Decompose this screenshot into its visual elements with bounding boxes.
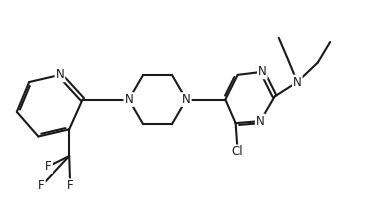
Text: F: F xyxy=(45,160,52,173)
Text: Cl: Cl xyxy=(232,145,243,158)
Text: N: N xyxy=(124,93,133,106)
Text: F: F xyxy=(38,179,45,192)
Text: N: N xyxy=(293,76,301,88)
Text: F: F xyxy=(67,179,74,192)
Text: N: N xyxy=(256,115,265,128)
Text: N: N xyxy=(182,93,191,106)
Text: N: N xyxy=(258,65,267,78)
Text: N: N xyxy=(56,68,64,81)
